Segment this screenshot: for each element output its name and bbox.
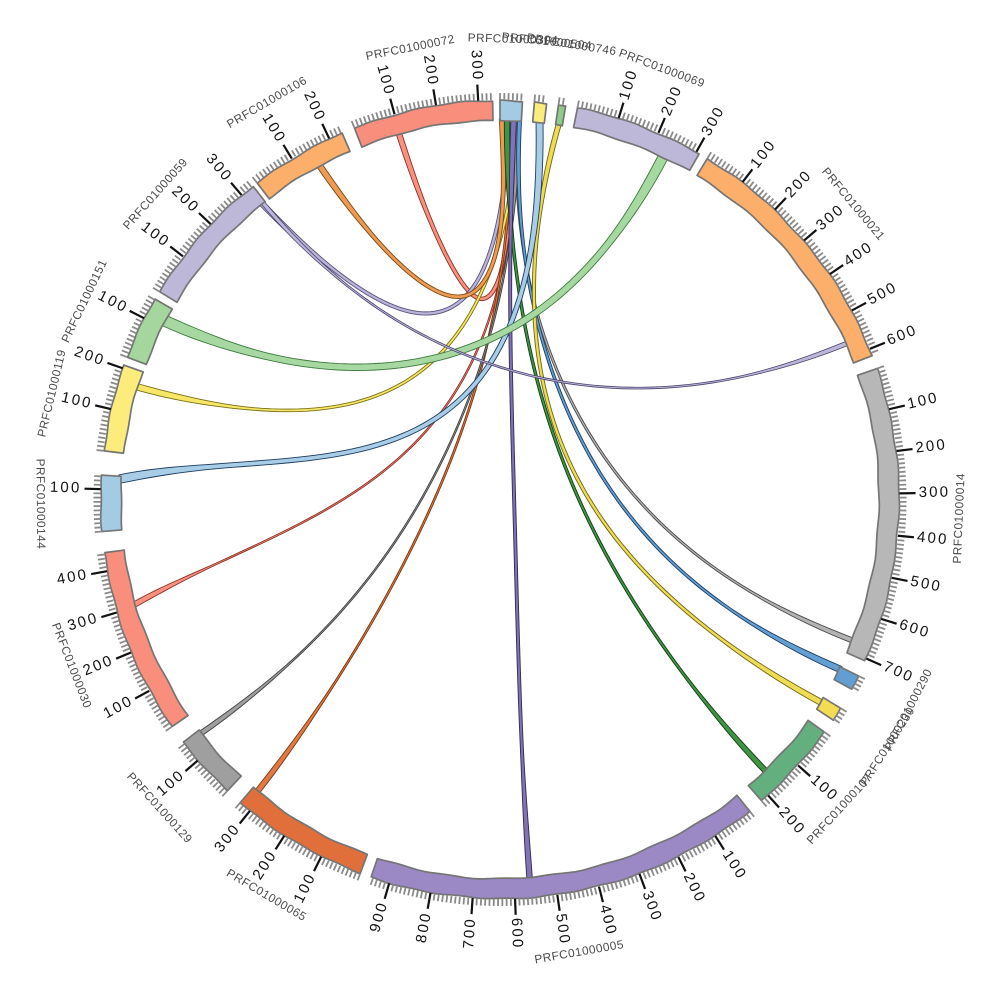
svg-text:300: 300 [918, 484, 950, 501]
svg-text:700: 700 [460, 917, 479, 950]
svg-text:600: 600 [508, 918, 526, 950]
svg-text:400: 400 [916, 529, 949, 549]
svg-text:PRFC01000144: PRFC01000144 [33, 459, 48, 550]
svg-text:300: 300 [467, 49, 486, 82]
svg-text:100: 100 [50, 479, 82, 497]
